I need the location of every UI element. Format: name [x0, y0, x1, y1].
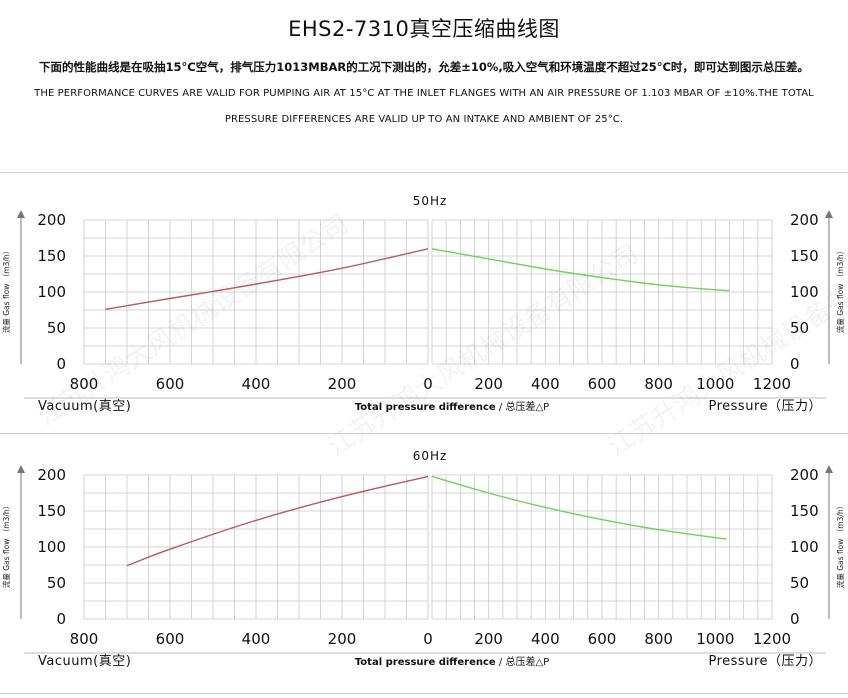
x-tick-label-vacuum: 400 — [242, 630, 271, 648]
y-tick-label-left: 50 — [47, 319, 66, 337]
x-axis-label-total-en: Total pressure difference — [355, 402, 496, 413]
x-axis-label-pressure: Pressure（压力） — [708, 654, 822, 669]
x-tick-label-vacuum: 0 — [423, 630, 433, 648]
divider-top — [0, 172, 848, 173]
y-tick-label-right: 100 — [790, 538, 819, 556]
x-tick-label-vacuum: 600 — [156, 630, 185, 648]
y-tick-label-left: 50 — [47, 574, 66, 592]
y-tick-label-right: 0 — [790, 610, 800, 628]
x-tick-label-pressure: 1200 — [753, 630, 791, 648]
y-tick-label-right: 150 — [790, 502, 819, 520]
y-axis-arrow-left — [17, 465, 25, 473]
x-tick-label-vacuum: 200 — [328, 375, 357, 393]
y-axis-label-left: 流量 Gas flow （m3/h） — [1, 502, 11, 588]
y-tick-label-left: 150 — [37, 247, 66, 265]
y-tick-label-left: 100 — [37, 283, 66, 301]
y-axis-arrow-left — [17, 210, 25, 218]
x-tick-label-vacuum: 600 — [156, 375, 185, 393]
x-tick-label-pressure: 800 — [644, 630, 673, 648]
y-tick-label-right: 200 — [790, 211, 819, 229]
y-tick-label-right: 100 — [790, 283, 819, 301]
note-english-line-1: THE PERFORMANCE CURVES ARE VALID FOR PUM… — [34, 88, 814, 99]
x-axis-label-vacuum: Vacuum(真空) — [38, 654, 131, 669]
y-tick-label-left: 0 — [56, 610, 66, 628]
x-tick-label-pressure: 400 — [531, 630, 560, 648]
y-axis-label-right: 流量 Gas flow （m3/h） — [835, 502, 845, 588]
x-tick-label-pressure: 200 — [474, 630, 503, 648]
x-tick-label-pressure: 1000 — [696, 375, 734, 393]
vacuum-curve — [105, 248, 429, 310]
x-axis-label-total: Total pressure difference / 总压差△P — [355, 400, 549, 413]
x-axis-label-total-cn: / 总压差△P — [496, 400, 549, 413]
x-tick-label-pressure: 400 — [531, 375, 560, 393]
x-axis-label-vacuum: Vacuum(真空) — [38, 399, 131, 414]
x-tick-label-pressure: 600 — [588, 375, 617, 393]
y-tick-label-left: 0 — [56, 355, 66, 373]
vacuum-curve — [126, 475, 429, 567]
chart-title: 50Hz — [413, 194, 448, 208]
y-axis-arrow-right — [825, 210, 833, 218]
chart-50hz: 流量 Gas flow （m3/h） 流量 Gas flow （m3/h） 0 0 50… — [1, 194, 845, 414]
y-axis-label-right: 流量 Gas flow （m3/h） — [835, 247, 845, 333]
x-axis-label-total-cn: / 总压差△P — [496, 655, 549, 668]
x-axis-label-total: Total pressure difference / 总压差△P — [355, 655, 549, 668]
x-axis-label-pressure: Pressure（压力） — [708, 399, 822, 414]
note-chinese: 下面的性能曲线是在吸抽15°C空气，排气压力1013MBAR的工况下测出的，允差… — [39, 60, 809, 74]
y-tick-label-left: 150 — [37, 502, 66, 520]
y-tick-label-right: 200 — [790, 466, 819, 484]
x-tick-label-pressure: 600 — [588, 630, 617, 648]
x-tick-label-pressure: 200 — [474, 375, 503, 393]
y-tick-label-right: 150 — [790, 247, 819, 265]
x-tick-label-vacuum: 800 — [70, 630, 99, 648]
x-tick-label-pressure: 800 — [644, 375, 673, 393]
page-title: EHS2-7310真空压缩曲线图 — [288, 17, 560, 41]
divider-middle — [0, 433, 848, 434]
note-english-line-2: PRESSURE DIFFERENCES ARE VALID UP TO AN … — [224, 114, 624, 125]
y-tick-label-left: 200 — [37, 466, 66, 484]
x-tick-label-vacuum: 0 — [423, 375, 433, 393]
x-tick-label-vacuum: 800 — [70, 375, 99, 393]
x-tick-label-vacuum: 400 — [242, 375, 271, 393]
y-tick-label-left: 100 — [37, 538, 66, 556]
chart-title: 60Hz — [413, 449, 448, 463]
pressure-curve — [431, 248, 730, 292]
divider-bottom — [0, 693, 848, 694]
y-tick-label-right: 50 — [790, 319, 809, 337]
pressure-curve — [431, 475, 727, 540]
x-tick-label-vacuum: 200 — [328, 630, 357, 648]
y-tick-label-left: 200 — [37, 211, 66, 229]
x-tick-label-pressure: 1200 — [753, 375, 791, 393]
y-tick-label-right: 50 — [790, 574, 809, 592]
y-tick-label-right: 0 — [790, 355, 800, 373]
y-axis-label-left: 流量 Gas flow （m3/h） — [1, 247, 11, 333]
x-axis-label-total-en: Total pressure difference — [355, 657, 496, 668]
chart-60hz: 流量 Gas flow （m3/h） 流量 Gas flow （m3/h） 0 0 50… — [1, 449, 845, 669]
x-tick-label-pressure: 1000 — [696, 630, 734, 648]
y-axis-arrow-right — [825, 465, 833, 473]
